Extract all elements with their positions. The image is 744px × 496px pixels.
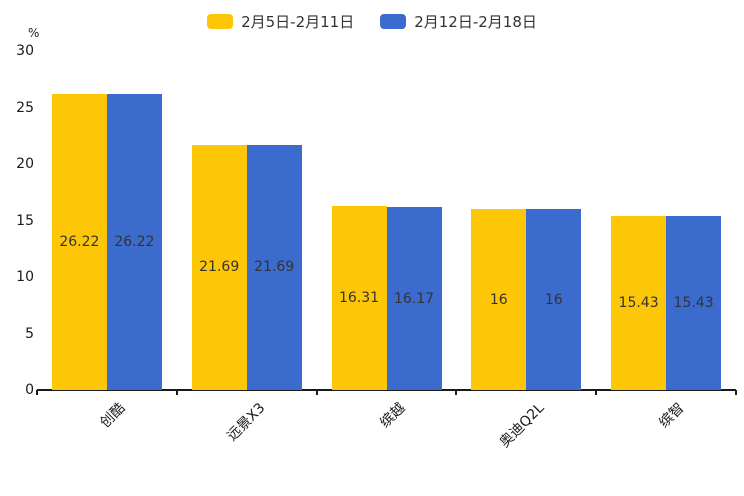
legend-label-period2: 2月12日-2月18日: [414, 12, 537, 31]
bar-value-label: 16.31: [338, 289, 380, 306]
category-label: 缤智: [656, 400, 688, 432]
bar-value-label: 16.17: [393, 290, 435, 307]
bar-value-label: 21.69: [199, 259, 240, 276]
x-axis-line: [37, 389, 736, 391]
y-tick-label: 30: [16, 43, 34, 59]
legend-item-period1[interactable]: 2月5日-2月11日: [207, 11, 354, 32]
bar-value-label: 16: [544, 291, 563, 308]
bar-period2: [526, 209, 582, 390]
bar-value-label: 26.22: [114, 233, 155, 250]
y-tick-label: 15: [16, 212, 34, 229]
y-tick-label: 20: [16, 156, 34, 172]
bar-period2: [106, 93, 162, 390]
y-tick-label: 0: [25, 382, 34, 398]
bar-period2: [386, 207, 442, 390]
y-tick-label: 10: [16, 269, 34, 285]
bar-value-label: 15.43: [618, 294, 659, 311]
category-label: 缤越: [376, 400, 408, 432]
bar-value-label: 15.43: [673, 294, 714, 311]
y-tick-label: 5: [25, 325, 34, 342]
bar-period2: [666, 215, 722, 390]
bar-period2: [246, 144, 302, 390]
x-axis-tick: [455, 390, 458, 395]
bar-period1: [191, 144, 247, 390]
bar-value-label: 21.69: [254, 259, 295, 276]
bar-period1: [331, 205, 387, 390]
category-label: 创酷: [97, 400, 129, 432]
bar-period1: [471, 209, 527, 390]
legend-swatch-period2-icon: [380, 13, 407, 29]
legend-label-period1: 2月5日-2月11日: [241, 12, 355, 31]
legend: 2月5日-2月11日 2月12日-2月18日: [0, 8, 744, 34]
x-axis-tick: [315, 390, 318, 395]
bar-value-label: 16: [489, 291, 508, 308]
x-axis-tick: [595, 390, 598, 395]
bar-value-label: 26.22: [59, 233, 100, 250]
x-axis-tick: [175, 390, 178, 395]
bar-period1: [51, 93, 107, 390]
category-label: 远景X3: [223, 400, 269, 445]
x-axis-tick: [735, 390, 737, 395]
category-label: 奥迪Q2L: [497, 400, 548, 451]
legend-item-period2[interactable]: 2月12日-2月18日: [380, 11, 537, 32]
y-axis-unit-label: %: [28, 26, 40, 40]
bar-period1: [611, 215, 667, 390]
legend-swatch-period1-icon: [207, 13, 234, 29]
x-axis-tick: [36, 390, 38, 395]
y-tick-label: 25: [16, 99, 34, 116]
